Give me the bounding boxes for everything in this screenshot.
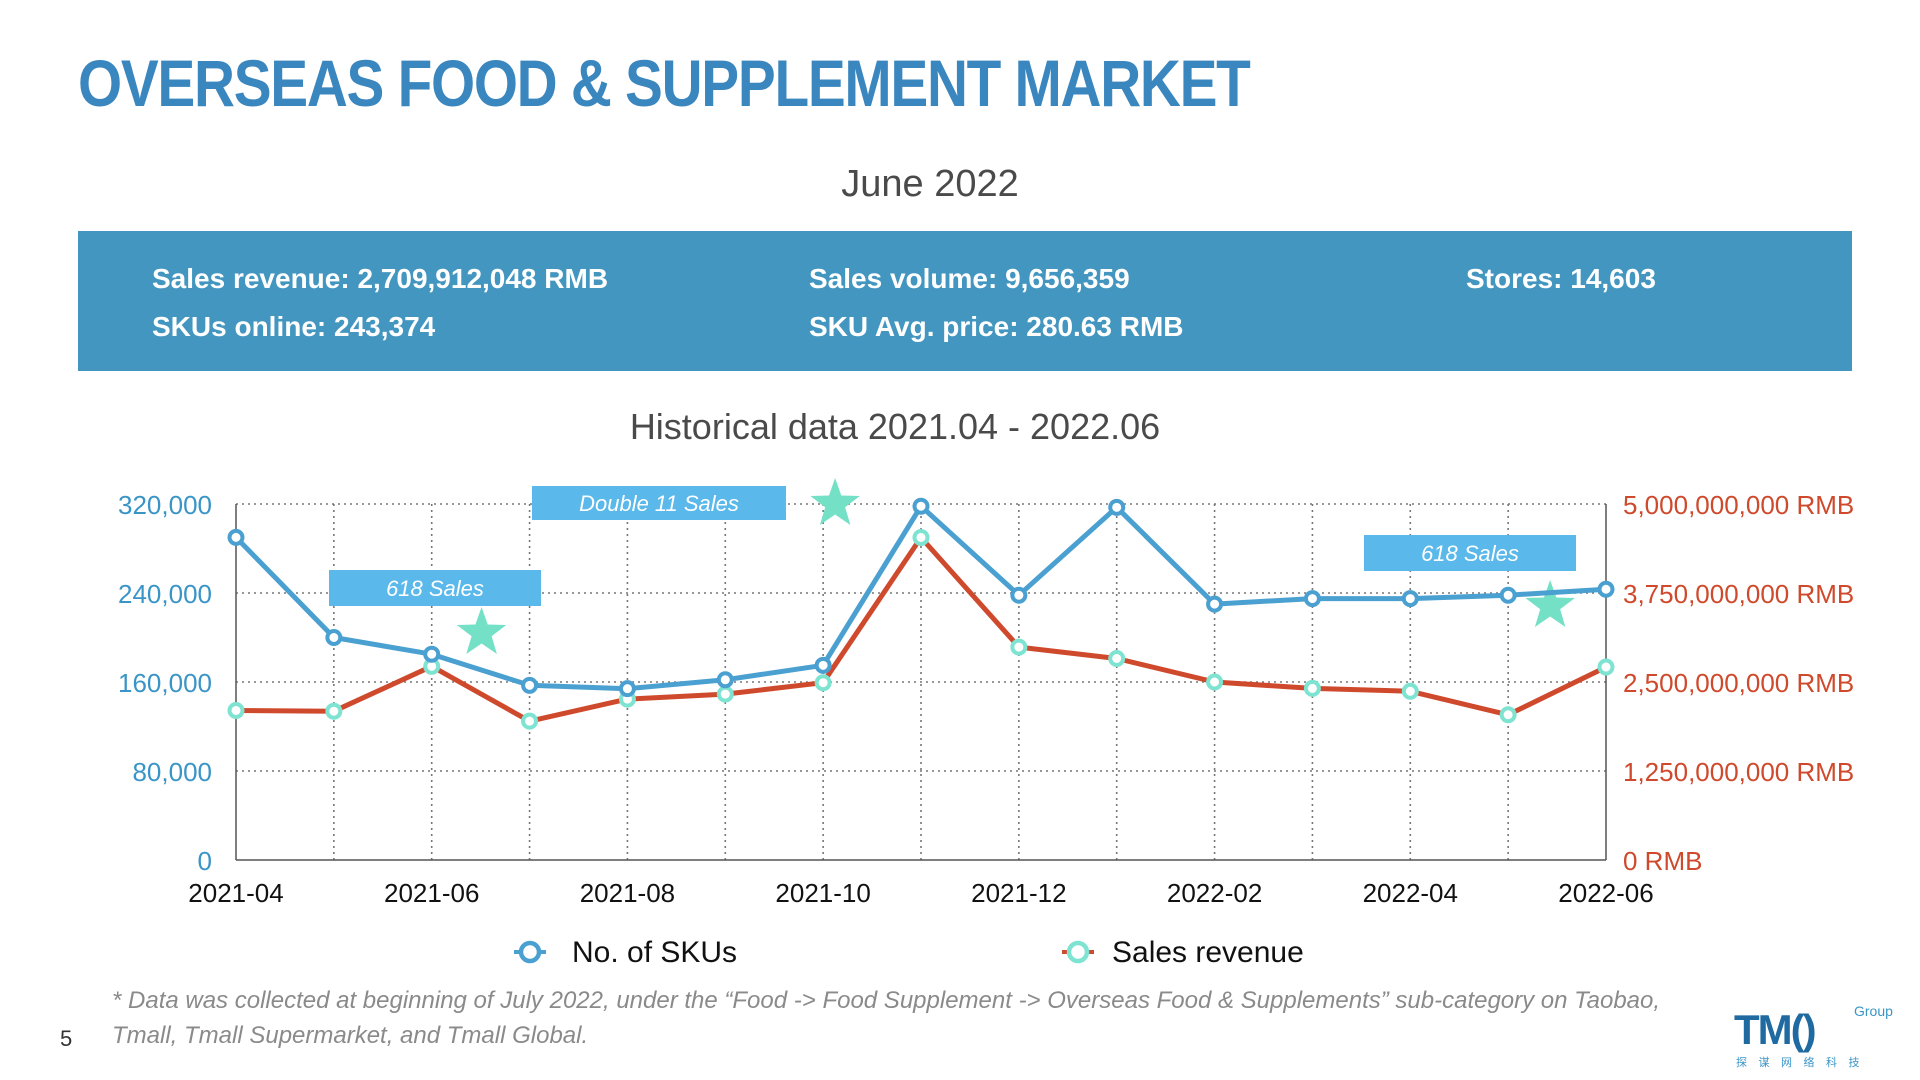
sales-revenue-point	[814, 674, 832, 692]
sales-revenue-point	[325, 702, 343, 720]
sales-revenue-point	[716, 685, 734, 703]
chart-title: Historical data 2021.04 - 2022.06	[629, 406, 1161, 447]
x-tick-label: 2022-04	[1363, 878, 1458, 908]
y-right-tick-label: 1,250,000,000 RMB	[1623, 757, 1854, 787]
report-period: June 2022	[841, 163, 1019, 205]
page-number: 5	[60, 1026, 73, 1051]
legend-revenue-marker	[1066, 940, 1090, 964]
stat-sales-revenue: Sales revenue: 2,709,912,048 RMB	[152, 263, 609, 294]
logo-group-label: Group	[1854, 1003, 1893, 1019]
sales-event-label: 618 Sales	[386, 576, 484, 601]
page-title: OVERSEAS FOOD & SUPPLEMENT MARKET	[78, 46, 1251, 120]
y-left-tick-label: 320,000	[118, 490, 212, 520]
y-right-tick-label: 0 RMB	[1623, 846, 1702, 876]
sales-event-label-box	[329, 570, 541, 606]
y-right-tick-label: 2,500,000,000 RMB	[1623, 668, 1854, 698]
skus-point	[1499, 586, 1517, 604]
skus-point	[325, 629, 343, 646]
skus-point	[227, 528, 245, 546]
company-logo: TM() Group 探 谋 网 络 科 技	[1734, 1003, 1893, 1069]
sales-revenue-point	[912, 528, 930, 546]
legend-revenue-label: Sales revenue	[1112, 936, 1304, 969]
sales-revenue-point	[1597, 658, 1615, 676]
skus-point	[1010, 586, 1028, 604]
y-right-tick-label: 3,750,000,000 RMB	[1623, 579, 1854, 609]
sales-revenue-point	[1108, 650, 1126, 668]
star-icon	[456, 607, 507, 654]
chart-axes: 0 0 RMB 80,000 1,250,000,000 RMB 160,000 2,50…	[118, 490, 1854, 908]
sales-revenue-point	[1206, 673, 1224, 691]
legend-skus-label: No. of SKUs	[572, 936, 737, 969]
skus-point	[1303, 590, 1321, 608]
sales-event-label: 618 Sales	[1421, 541, 1519, 566]
star-icon	[1525, 580, 1575, 627]
stat-skus-online: SKUs online: 243,374	[152, 311, 436, 342]
stats-banner: Sales revenue: 2,709,912,048 RMB Sales v…	[78, 231, 1852, 371]
y-left-tick-label: 0	[198, 846, 212, 876]
sales-revenue-point	[521, 712, 539, 730]
x-tick-label: 2022-02	[1167, 878, 1262, 908]
x-tick-label: 2021-04	[188, 878, 283, 908]
skus-point	[716, 671, 734, 689]
y-left-tick-label: 240,000	[118, 579, 212, 609]
stat-sales-volume: Sales volume: 9,656,359	[809, 263, 1130, 294]
stat-stores: Stores: 14,603	[1466, 263, 1656, 294]
skus-point	[912, 497, 930, 515]
legend-skus-marker	[518, 940, 542, 964]
skus-point	[814, 656, 832, 674]
sales-revenue-point	[1303, 679, 1321, 697]
chart-annotations: 618 Sales Double 11 Sales 618 Sales	[329, 478, 1576, 654]
chart-series	[227, 497, 1615, 730]
x-tick-label: 2021-12	[971, 878, 1066, 908]
y-left-tick-label: 160,000	[118, 668, 212, 698]
sales-revenue-point	[1499, 706, 1517, 724]
chart-legend: No. of SKUs Sales revenue	[514, 936, 1304, 969]
y-left-tick-label: 80,000	[132, 757, 212, 787]
footnote: * Data was collected at beginning of Jul…	[112, 987, 1661, 1049]
stat-sku-avg-price: SKU Avg. price: 280.63 RMB	[809, 311, 1184, 342]
sales-revenue-point	[227, 701, 245, 719]
skus-point	[618, 680, 636, 698]
skus-point	[1108, 498, 1126, 516]
x-tick-label: 2021-10	[775, 878, 870, 908]
x-tick-label: 2022-06	[1558, 878, 1653, 908]
skus-point	[1401, 590, 1419, 608]
skus-point	[1597, 580, 1615, 598]
sales-event-label-box	[532, 486, 786, 520]
skus-point	[521, 676, 539, 694]
x-tick-label: 2021-06	[384, 878, 479, 908]
sales-revenue-point	[1010, 638, 1028, 656]
x-tick-label: 2021-08	[580, 878, 675, 908]
sales-revenue-point	[1401, 682, 1419, 700]
star-icon	[810, 478, 860, 525]
sales-event-label: Double 11 Sales	[579, 491, 739, 516]
sales-event-label-box	[1364, 535, 1576, 571]
logo-tagline: 探 谋 网 络 科 技	[1736, 1055, 1863, 1069]
skus-point	[1206, 595, 1224, 613]
skus-point	[423, 645, 441, 663]
y-right-tick-label: 5,000,000,000 RMB	[1623, 490, 1854, 520]
logo-wordmark: TM()	[1734, 1006, 1815, 1053]
